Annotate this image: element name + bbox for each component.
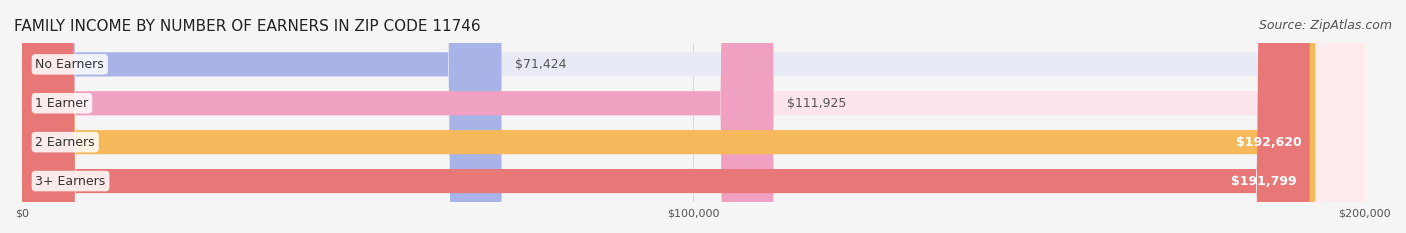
Text: $191,799: $191,799: [1230, 175, 1296, 188]
FancyBboxPatch shape: [22, 0, 1365, 233]
FancyBboxPatch shape: [22, 0, 502, 233]
FancyBboxPatch shape: [22, 0, 1365, 233]
FancyBboxPatch shape: [22, 0, 1315, 233]
Text: 2 Earners: 2 Earners: [35, 136, 96, 149]
Text: Source: ZipAtlas.com: Source: ZipAtlas.com: [1258, 19, 1392, 32]
FancyBboxPatch shape: [22, 0, 773, 233]
Text: $192,620: $192,620: [1236, 136, 1302, 149]
Text: No Earners: No Earners: [35, 58, 104, 71]
FancyBboxPatch shape: [22, 0, 1365, 233]
Text: 1 Earner: 1 Earner: [35, 97, 89, 110]
FancyBboxPatch shape: [22, 0, 1309, 233]
Text: $111,925: $111,925: [787, 97, 846, 110]
Text: FAMILY INCOME BY NUMBER OF EARNERS IN ZIP CODE 11746: FAMILY INCOME BY NUMBER OF EARNERS IN ZI…: [14, 19, 481, 34]
Text: 3+ Earners: 3+ Earners: [35, 175, 105, 188]
FancyBboxPatch shape: [22, 0, 1365, 233]
Text: $71,424: $71,424: [515, 58, 567, 71]
